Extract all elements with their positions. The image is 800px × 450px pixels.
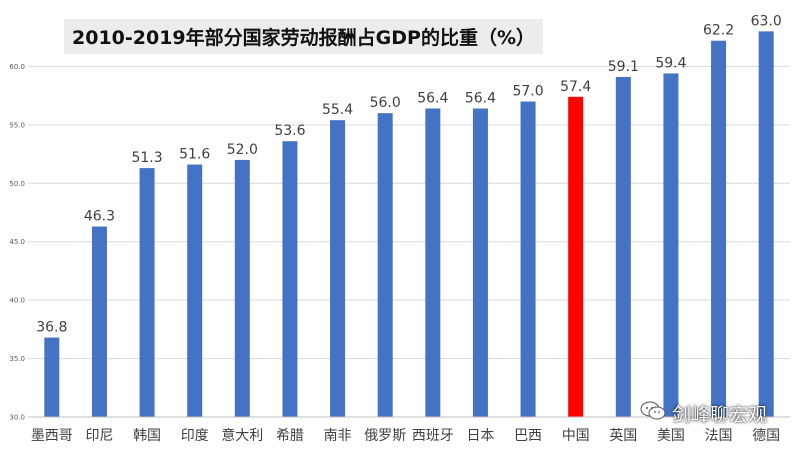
x-tick-label: 英国 (609, 427, 637, 444)
data-label: 56.4 (465, 90, 496, 106)
data-label: 57.4 (560, 79, 591, 95)
bars (44, 31, 774, 418)
x-tick-label: 法国 (705, 428, 733, 444)
x-tick-label: 西班牙 (412, 428, 454, 444)
data-label: 55.4 (322, 102, 353, 118)
data-label: 63.0 (751, 13, 782, 29)
bar (615, 76, 631, 418)
bar (330, 120, 346, 417)
gridlines (28, 65, 790, 418)
watermark: 剑峰聊宏观 (640, 400, 767, 427)
data-label: 51.6 (179, 147, 210, 163)
x-tick-label: 德国 (752, 428, 780, 444)
watermark-text: 剑峰聊宏观 (672, 404, 768, 426)
bar (91, 226, 107, 417)
x-tick-label: 中国 (562, 428, 590, 444)
bar (139, 168, 155, 417)
y-tick-label: 55.0 (9, 121, 25, 129)
x-tick-label: 意大利 (221, 427, 263, 444)
bar (472, 108, 488, 418)
x-axis-labels: 墨西哥 印尼 韩国 印度 意大利 希腊 南非 俄罗斯 西班牙 日本 巴西 中国 英国 美国 法国 德国 (31, 427, 780, 444)
x-tick-label: 印度 (181, 428, 209, 444)
bar (234, 159, 250, 417)
data-label: 56.4 (417, 90, 448, 106)
wechat-icon (640, 401, 666, 426)
bar (282, 141, 298, 417)
data-label: 52.0 (227, 142, 258, 158)
data-label: 57.0 (512, 83, 543, 99)
x-tick-label: 日本 (466, 428, 494, 444)
y-tick-label: 45.0 (9, 238, 25, 246)
bar (663, 73, 679, 417)
bar (758, 31, 774, 417)
bar (187, 164, 203, 417)
x-tick-label: 俄罗斯 (364, 428, 406, 444)
y-tick-label: 35.0 (9, 355, 25, 363)
data-label: 53.6 (274, 123, 305, 139)
y-tick-label: 30.0 (9, 414, 25, 422)
x-tick-label: 墨西哥 (31, 428, 73, 444)
data-label: 46.3 (84, 209, 115, 225)
bar (711, 40, 727, 417)
y-tick-label: 50.0 (9, 180, 25, 188)
x-tick-label: 南非 (324, 428, 352, 444)
y-tick-label: 60.0 (9, 63, 25, 71)
data-label: 36.8 (36, 320, 67, 336)
x-tick-label: 印尼 (85, 428, 113, 444)
x-tick-label: 韩国 (133, 428, 161, 444)
data-label: 59.4 (655, 55, 686, 71)
chart-title: 2010-2019年部分国家劳动报酬占GDP的比重（%） (64, 19, 543, 54)
x-tick-label: 希腊 (276, 428, 304, 444)
data-label: 59.1 (608, 59, 639, 75)
y-axis-ticks: 30.0 35.0 40.0 45.0 50.0 55.0 60.0 (9, 63, 25, 422)
bar (377, 113, 393, 418)
y-tick-label: 40.0 (9, 297, 25, 305)
bar-highlight (568, 96, 584, 417)
data-labels: 36.8 46.3 51.3 51.6 52.0 53.6 55.4 56.0 56.4 56.4… (36, 13, 782, 335)
bar (425, 108, 441, 418)
data-label: 62.2 (703, 23, 734, 39)
x-tick-label: 美国 (657, 428, 685, 444)
bar (44, 337, 60, 417)
data-label: 56.0 (370, 95, 401, 111)
x-tick-label: 巴西 (514, 428, 542, 444)
bar (520, 101, 536, 417)
data-label: 51.3 (131, 150, 162, 166)
